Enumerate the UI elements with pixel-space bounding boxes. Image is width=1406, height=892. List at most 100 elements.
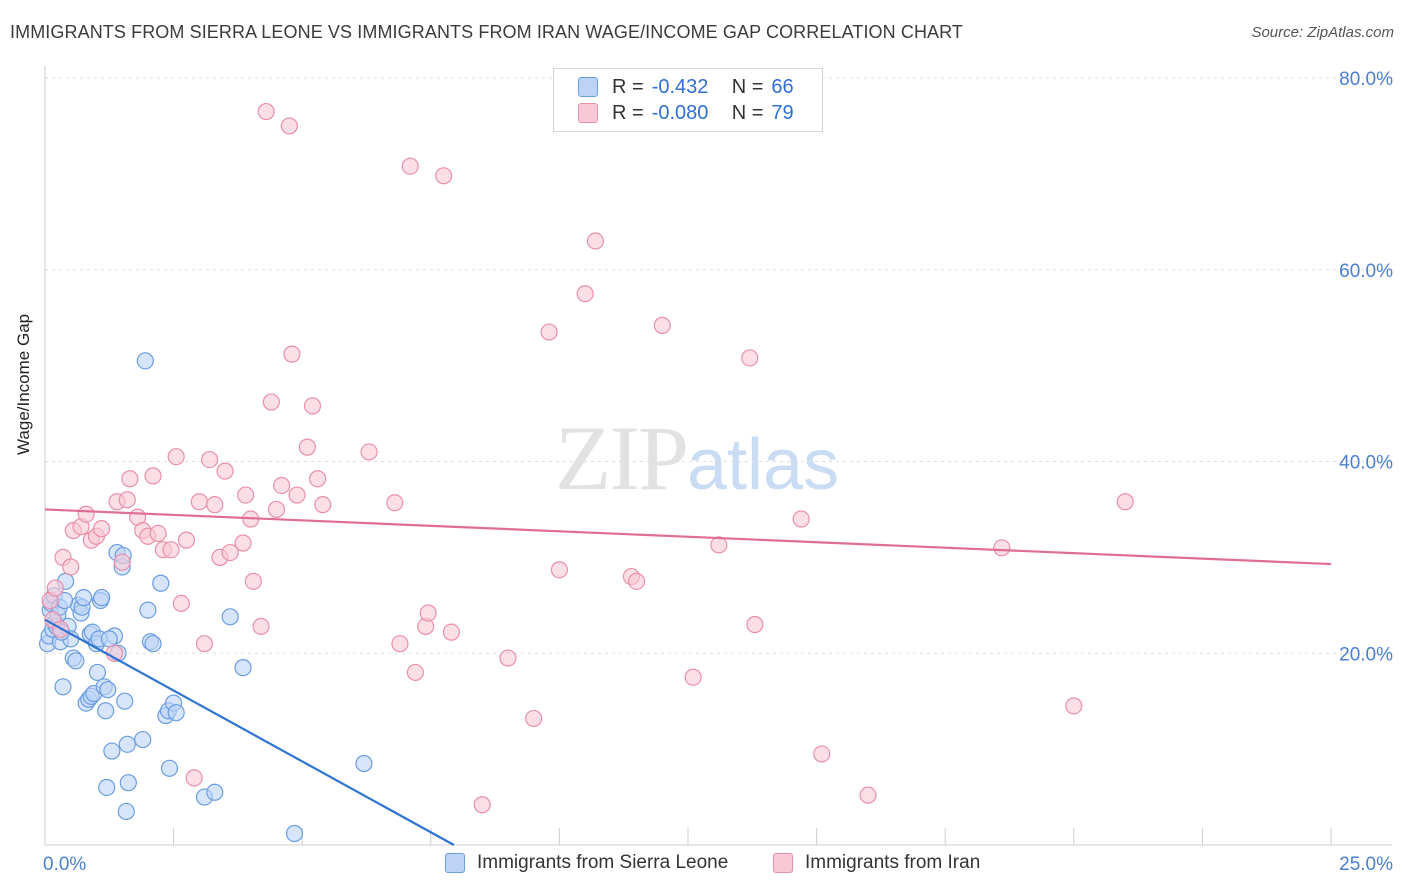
iran-point	[216, 462, 234, 480]
sierra-leone-trendline	[44, 618, 455, 846]
iran-point	[993, 539, 1011, 557]
sierra-leone-point	[92, 589, 111, 607]
y-axis-label: Wage/Income Gap	[14, 313, 33, 455]
n-value: 66	[771, 75, 794, 98]
y-tick-label: 40.0%	[1339, 453, 1393, 474]
iran-point	[419, 604, 437, 622]
x-tick-label: 0.0%	[43, 854, 86, 875]
iran-point	[499, 649, 517, 667]
iran-point	[288, 486, 306, 504]
iran-point	[206, 496, 224, 514]
iran-trendline	[44, 508, 1332, 566]
iran-point	[113, 553, 131, 571]
iran-point	[201, 450, 219, 469]
pink-swatch-icon	[773, 853, 793, 873]
pink-swatch-icon	[578, 103, 598, 123]
sierra-leone-point	[221, 608, 239, 626]
y-tick-label: 20.0%	[1339, 644, 1393, 665]
sierra-leone-point	[134, 730, 152, 749]
series-legend: Immigrants from Sierra Leone Immigrants …	[0, 852, 1406, 878]
sierra-leone-point	[206, 783, 224, 801]
iran-point	[62, 558, 80, 576]
y-tick-label: 60.0%	[1339, 261, 1393, 282]
blue-swatch-icon	[578, 77, 598, 97]
iran-point	[741, 349, 759, 367]
sierra-leone-point	[100, 630, 118, 648]
iran-point	[309, 470, 327, 488]
n-label: N =	[731, 75, 764, 98]
n-label: N =	[731, 101, 764, 124]
iran-point	[185, 769, 203, 787]
sierra-leone-point	[98, 778, 116, 797]
iran-point	[859, 786, 877, 804]
sierra-leone-point	[136, 352, 154, 370]
sierra-leone-point	[152, 574, 170, 592]
iran-point	[190, 493, 208, 511]
iran-point	[144, 467, 162, 485]
sierra-leone-point	[116, 692, 134, 710]
iran-point	[391, 635, 409, 653]
iran-point	[280, 117, 298, 135]
iran-point	[442, 623, 460, 641]
sierra-leone-point	[139, 601, 157, 619]
legend-row-sierra-leone: R = -0.432 N = 66	[578, 75, 794, 99]
iran-point	[162, 541, 180, 559]
iran-point	[118, 491, 136, 509]
sierra-leone-point	[167, 704, 185, 722]
iran-point	[586, 232, 605, 250]
iran-point	[234, 534, 252, 552]
sierra-leone-point	[99, 681, 117, 699]
iran-point	[684, 668, 702, 686]
iran-point	[473, 796, 491, 814]
sierra-leone-point	[88, 663, 107, 682]
iran-point	[283, 345, 301, 363]
sierra-leone-point	[234, 659, 252, 677]
legend-row-iran: R = -0.080 N = 79	[578, 101, 794, 125]
sierra-leone-point	[118, 735, 136, 753]
iran-point	[121, 470, 139, 488]
sierra-leone-point	[160, 759, 179, 777]
watermark-zip: ZIP	[555, 407, 689, 509]
sierra-leone-point	[67, 652, 85, 670]
r-label: R =	[612, 75, 644, 98]
iran-point	[262, 393, 280, 411]
iran-point	[746, 615, 764, 634]
iran-point	[195, 635, 214, 653]
iran-point	[298, 438, 316, 456]
r-label: R =	[612, 101, 644, 124]
iran-point	[167, 448, 185, 466]
sierra-leone-point	[54, 678, 72, 696]
sierra-leone-point	[97, 702, 115, 720]
iran-point	[710, 536, 728, 554]
y-tick-label: 80.0%	[1339, 69, 1393, 90]
iran-point	[303, 397, 322, 415]
iran-point	[525, 709, 543, 728]
iran-point	[149, 524, 167, 543]
legend-item-sierra-leone[interactable]: Immigrants from Sierra Leone	[445, 852, 728, 874]
iran-point	[360, 443, 378, 461]
iran-point	[1116, 493, 1134, 511]
iran-point	[435, 167, 453, 185]
iran-point	[401, 157, 419, 175]
iran-point	[314, 496, 332, 514]
iran-point	[172, 594, 190, 612]
iran-point	[653, 316, 671, 334]
sierra-leone-point	[119, 774, 137, 792]
correlation-legend: R = -0.432 N = 66 R = -0.080 N = 79	[553, 68, 823, 132]
chart-title: IMMIGRANTS FROM SIERRA LEONE VS IMMIGRAN…	[10, 22, 964, 42]
legend-label: Immigrants from Sierra Leone	[477, 852, 729, 873]
iran-point	[1065, 697, 1083, 715]
iran-point	[406, 663, 424, 682]
iran-point	[386, 494, 404, 512]
r-value: -0.080	[651, 101, 709, 124]
iran-point	[813, 745, 831, 763]
sierra-leone-point	[355, 754, 373, 773]
n-value: 79	[771, 101, 794, 124]
sierra-leone-point	[117, 802, 135, 821]
iran-point	[252, 617, 270, 636]
iran-point	[221, 543, 239, 562]
legend-item-iran[interactable]: Immigrants from Iran	[773, 852, 980, 874]
iran-point	[792, 510, 810, 528]
iran-point	[576, 285, 594, 303]
